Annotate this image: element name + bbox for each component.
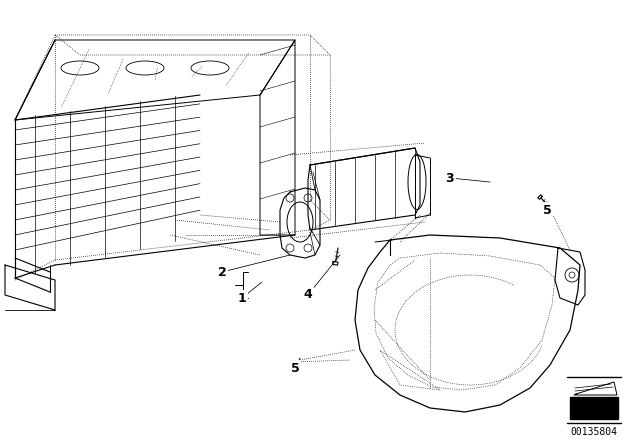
FancyBboxPatch shape xyxy=(570,397,618,419)
Text: 3: 3 xyxy=(445,172,454,185)
Text: 00135804: 00135804 xyxy=(570,427,618,437)
Text: 5: 5 xyxy=(291,362,300,375)
Text: 2: 2 xyxy=(218,266,227,279)
Text: 4: 4 xyxy=(303,289,312,302)
Text: 5: 5 xyxy=(543,203,552,216)
Text: 1: 1 xyxy=(237,292,246,305)
Polygon shape xyxy=(574,382,617,395)
